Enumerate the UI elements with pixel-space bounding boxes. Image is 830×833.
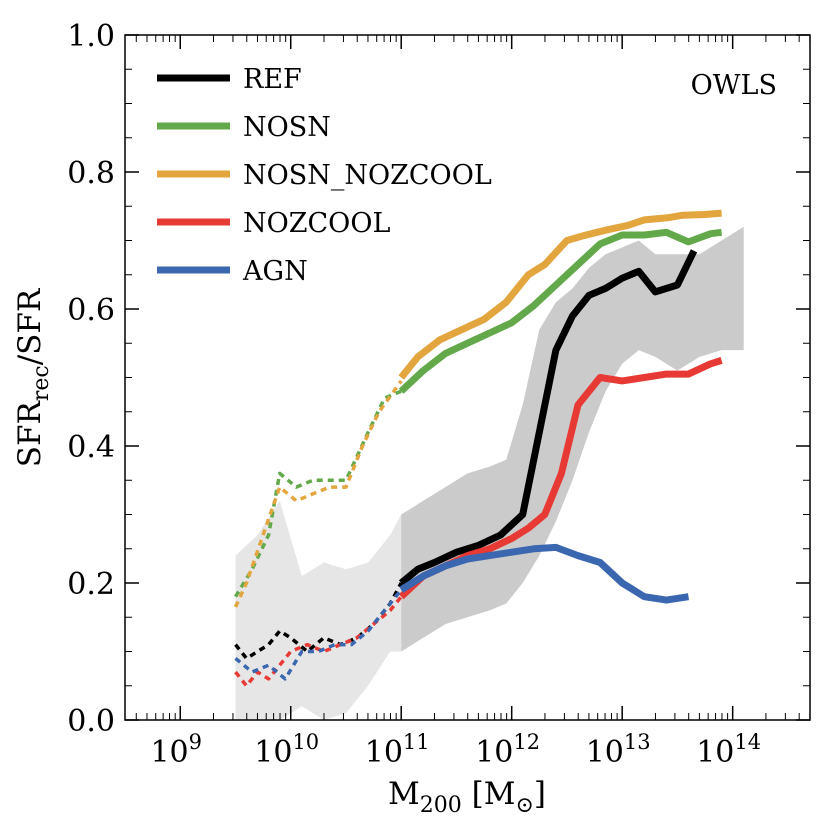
x-tick-power: 12 <box>513 730 540 754</box>
legend-label-agn: AGN <box>242 256 308 287</box>
x-tick-base: 10 <box>150 735 188 770</box>
x-tick-base: 10 <box>696 735 734 770</box>
x-tick-power: 10 <box>292 730 319 754</box>
series-lines <box>233 209 723 688</box>
x-tick-label: 1012 <box>475 730 540 770</box>
series-nosn-nozcool-dotted <box>233 379 403 608</box>
x-tick-label: 1010 <box>254 730 319 770</box>
owls-annotation: OWLS <box>691 70 777 101</box>
series-nosn-dotted <box>234 389 402 598</box>
x-tick-power: 13 <box>624 730 651 754</box>
x-tick-power: 9 <box>189 730 202 754</box>
x-tick-label: 1014 <box>696 730 761 770</box>
x-tick-label: 109 <box>150 730 202 770</box>
y-tick-label: 0.2 <box>67 567 115 602</box>
legend-label-ref: REF <box>243 64 302 95</box>
x-axis-label: M200 [M⊙] <box>388 776 546 818</box>
x-tick-label: 1011 <box>365 730 430 770</box>
tick-labels: 109 1010 1011 1012 1013 10140.00.20.40.60.81.… <box>67 19 761 770</box>
legend-label-nosn: NOSN <box>243 112 331 143</box>
series-nosn-solid <box>398 228 723 394</box>
x-tick-base: 10 <box>586 735 624 770</box>
x-tick-base: 10 <box>365 735 403 770</box>
series-agn-dotted <box>234 588 403 681</box>
legend: REF NOSN NOSN_NOZCOOL NOZCOOL AGN <box>157 64 492 287</box>
y-tick-label: 0.8 <box>67 156 115 191</box>
y-tick-label: 0.6 <box>67 293 115 328</box>
x-tick-label: 1013 <box>586 730 651 770</box>
series-ref-solid <box>398 249 698 586</box>
legend-label-nozcool: NOZCOOL <box>243 208 390 239</box>
x-tick-power: 14 <box>734 730 761 754</box>
y-tick-label: 0.4 <box>67 430 115 465</box>
series-nozcool-dotted <box>234 595 403 688</box>
series-agn-solid <box>399 543 690 604</box>
series-nosn-nozcool-solid <box>398 209 722 380</box>
x-tick-power: 11 <box>403 730 430 754</box>
axis-ticks <box>125 34 811 721</box>
y-axis-label: SFRrec/SFR <box>12 287 54 467</box>
y-tick-label: 0.0 <box>67 704 115 739</box>
x-tick-base: 10 <box>254 735 292 770</box>
x-tick-base: 10 <box>475 735 513 770</box>
legend-label-nosn-nozcool: NOSN_NOZCOOL <box>243 160 492 191</box>
scatter-band-1 <box>235 500 402 720</box>
y-tick-label: 1.0 <box>67 19 115 54</box>
